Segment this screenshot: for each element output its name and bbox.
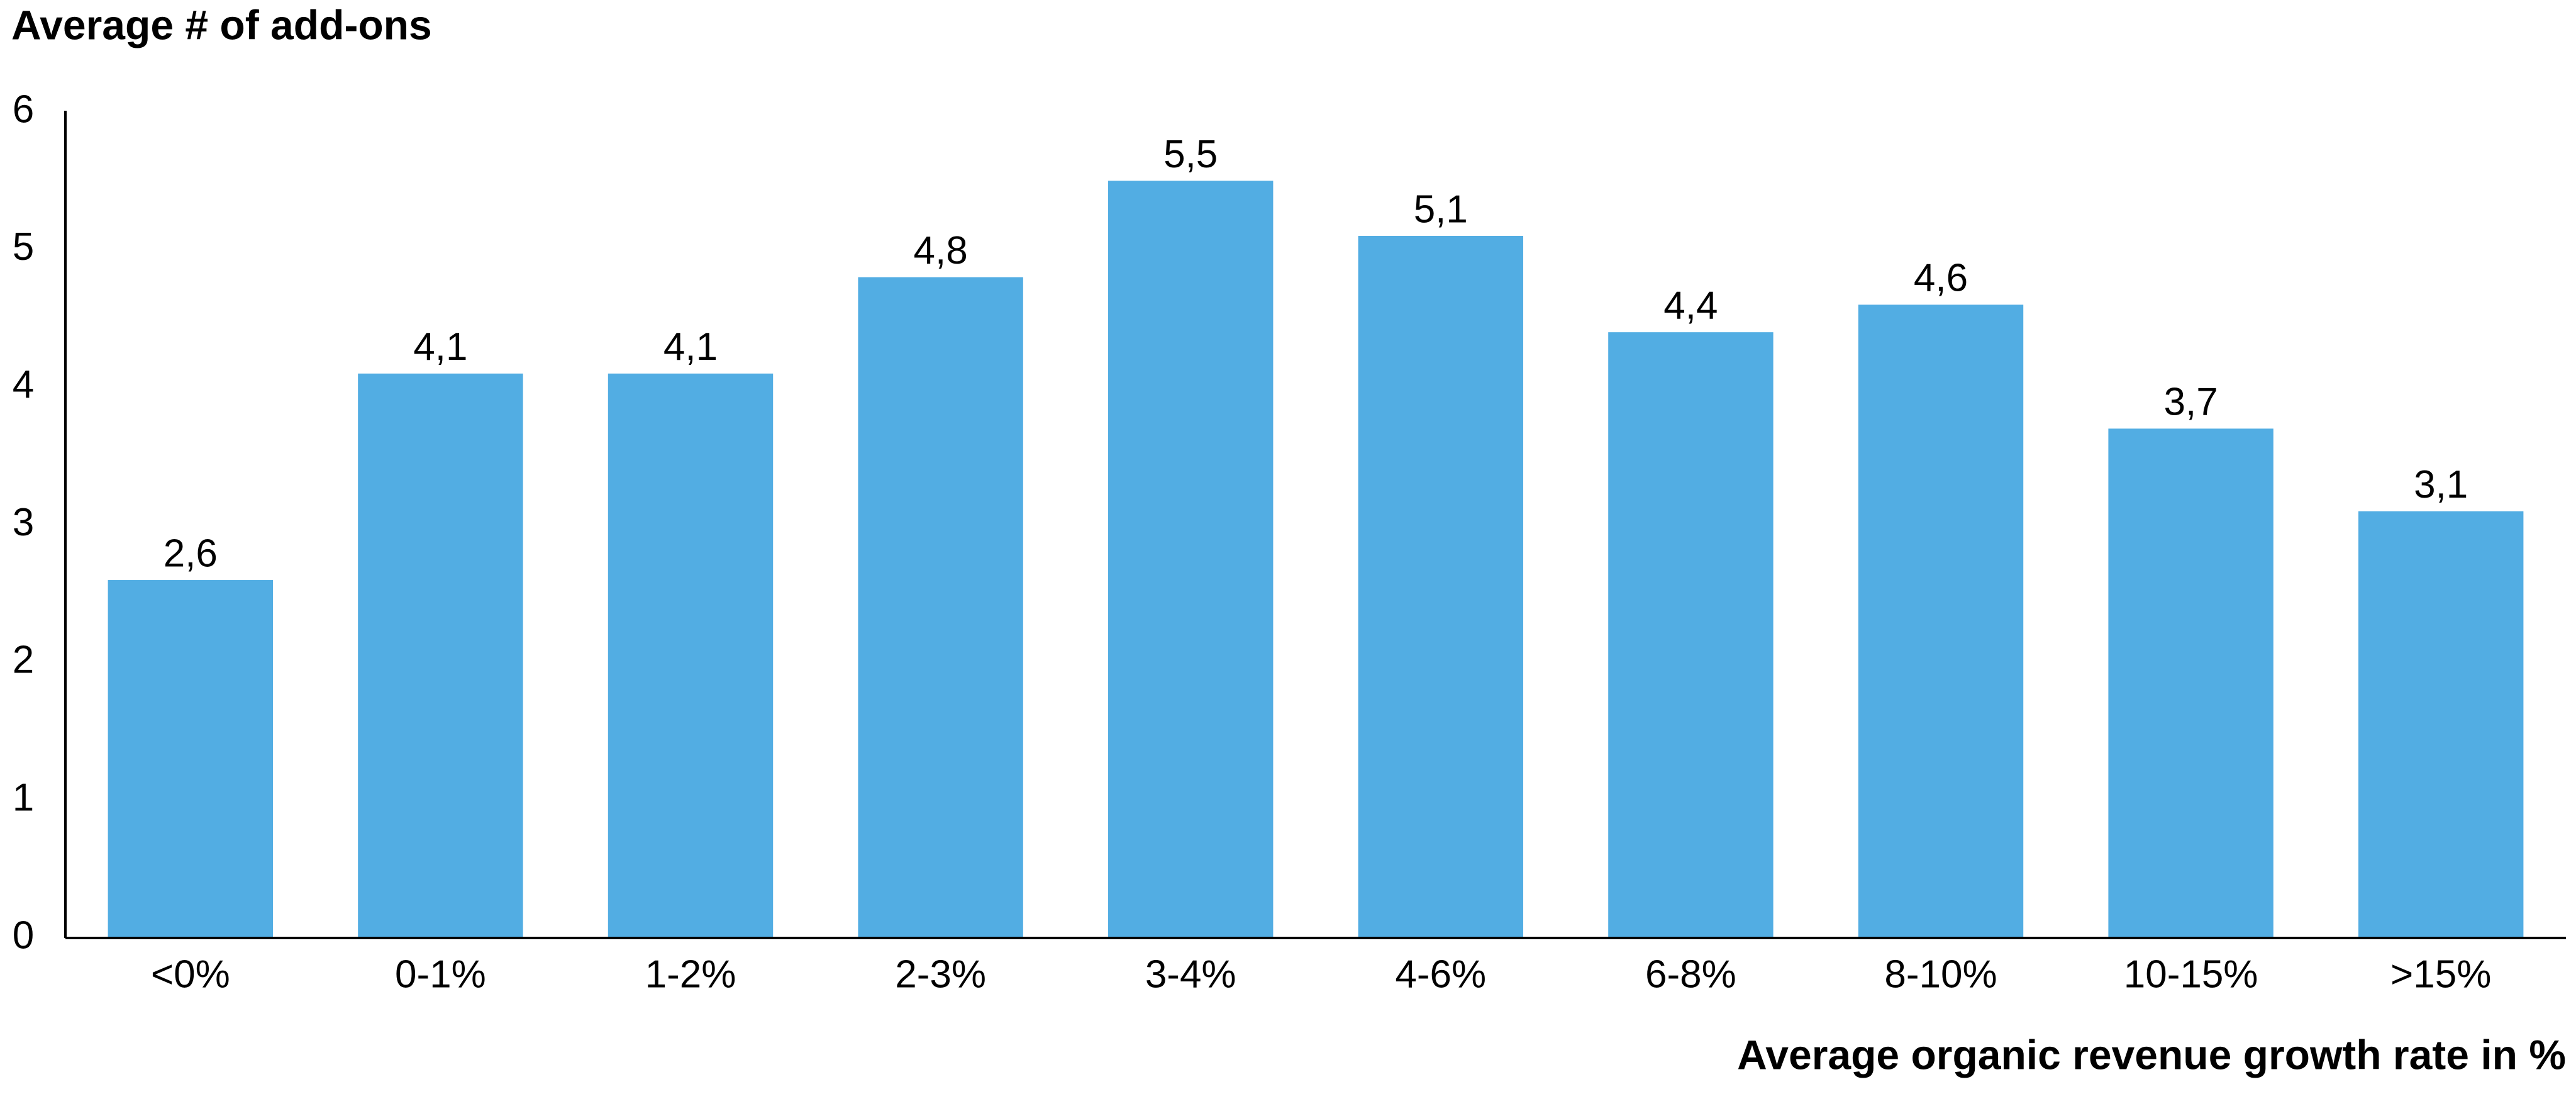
bar [1108, 181, 1274, 939]
data-label: 4,1 [413, 325, 467, 369]
data-label: 3,7 [2163, 381, 2218, 424]
bar [2108, 428, 2273, 938]
y-tick-label: 0 [13, 913, 34, 957]
bar [108, 580, 274, 938]
data-label: 4,1 [663, 325, 718, 369]
x-tick-label: <0% [151, 952, 230, 996]
data-label: 4,6 [1914, 257, 1968, 300]
bar [858, 277, 1023, 939]
y-tick-label: 2 [13, 639, 34, 682]
y-tick-label: 6 [13, 87, 34, 131]
x-tick-label: 6-8% [1645, 952, 1736, 996]
bar [358, 373, 523, 938]
x-tick-label: 10-15% [2124, 952, 2258, 996]
x-tick-label: 0-1% [395, 952, 486, 996]
x-tick-label: 1-2% [645, 952, 736, 996]
data-label: 5,5 [1163, 133, 1218, 176]
x-tick-label: >15% [2390, 952, 2491, 996]
y-tick-label: 4 [13, 363, 34, 406]
bar [1358, 235, 1524, 939]
y-axis-title: Average # of add-ons [11, 1, 432, 48]
x-tick-label: 3-4% [1145, 952, 1236, 996]
x-tick-label: 2-3% [895, 952, 986, 996]
y-tick-label: 1 [13, 776, 34, 820]
data-label: 5,1 [1414, 187, 1468, 231]
data-label: 4,4 [1663, 284, 1718, 328]
bar [1858, 304, 2024, 938]
data-label: 2,6 [164, 532, 218, 575]
y-tick-label: 5 [13, 225, 34, 269]
bar [608, 373, 774, 938]
x-tick-label: 4-6% [1395, 952, 1486, 996]
data-label: 4,8 [913, 229, 967, 272]
data-label: 3,1 [2414, 463, 2468, 506]
bar [2358, 511, 2524, 938]
bar [1608, 332, 1774, 938]
x-axis-title: Average organic revenue growth rate in % [1737, 1031, 2566, 1078]
x-tick-label: 8-10% [1884, 952, 1997, 996]
y-tick-label: 3 [13, 501, 34, 544]
